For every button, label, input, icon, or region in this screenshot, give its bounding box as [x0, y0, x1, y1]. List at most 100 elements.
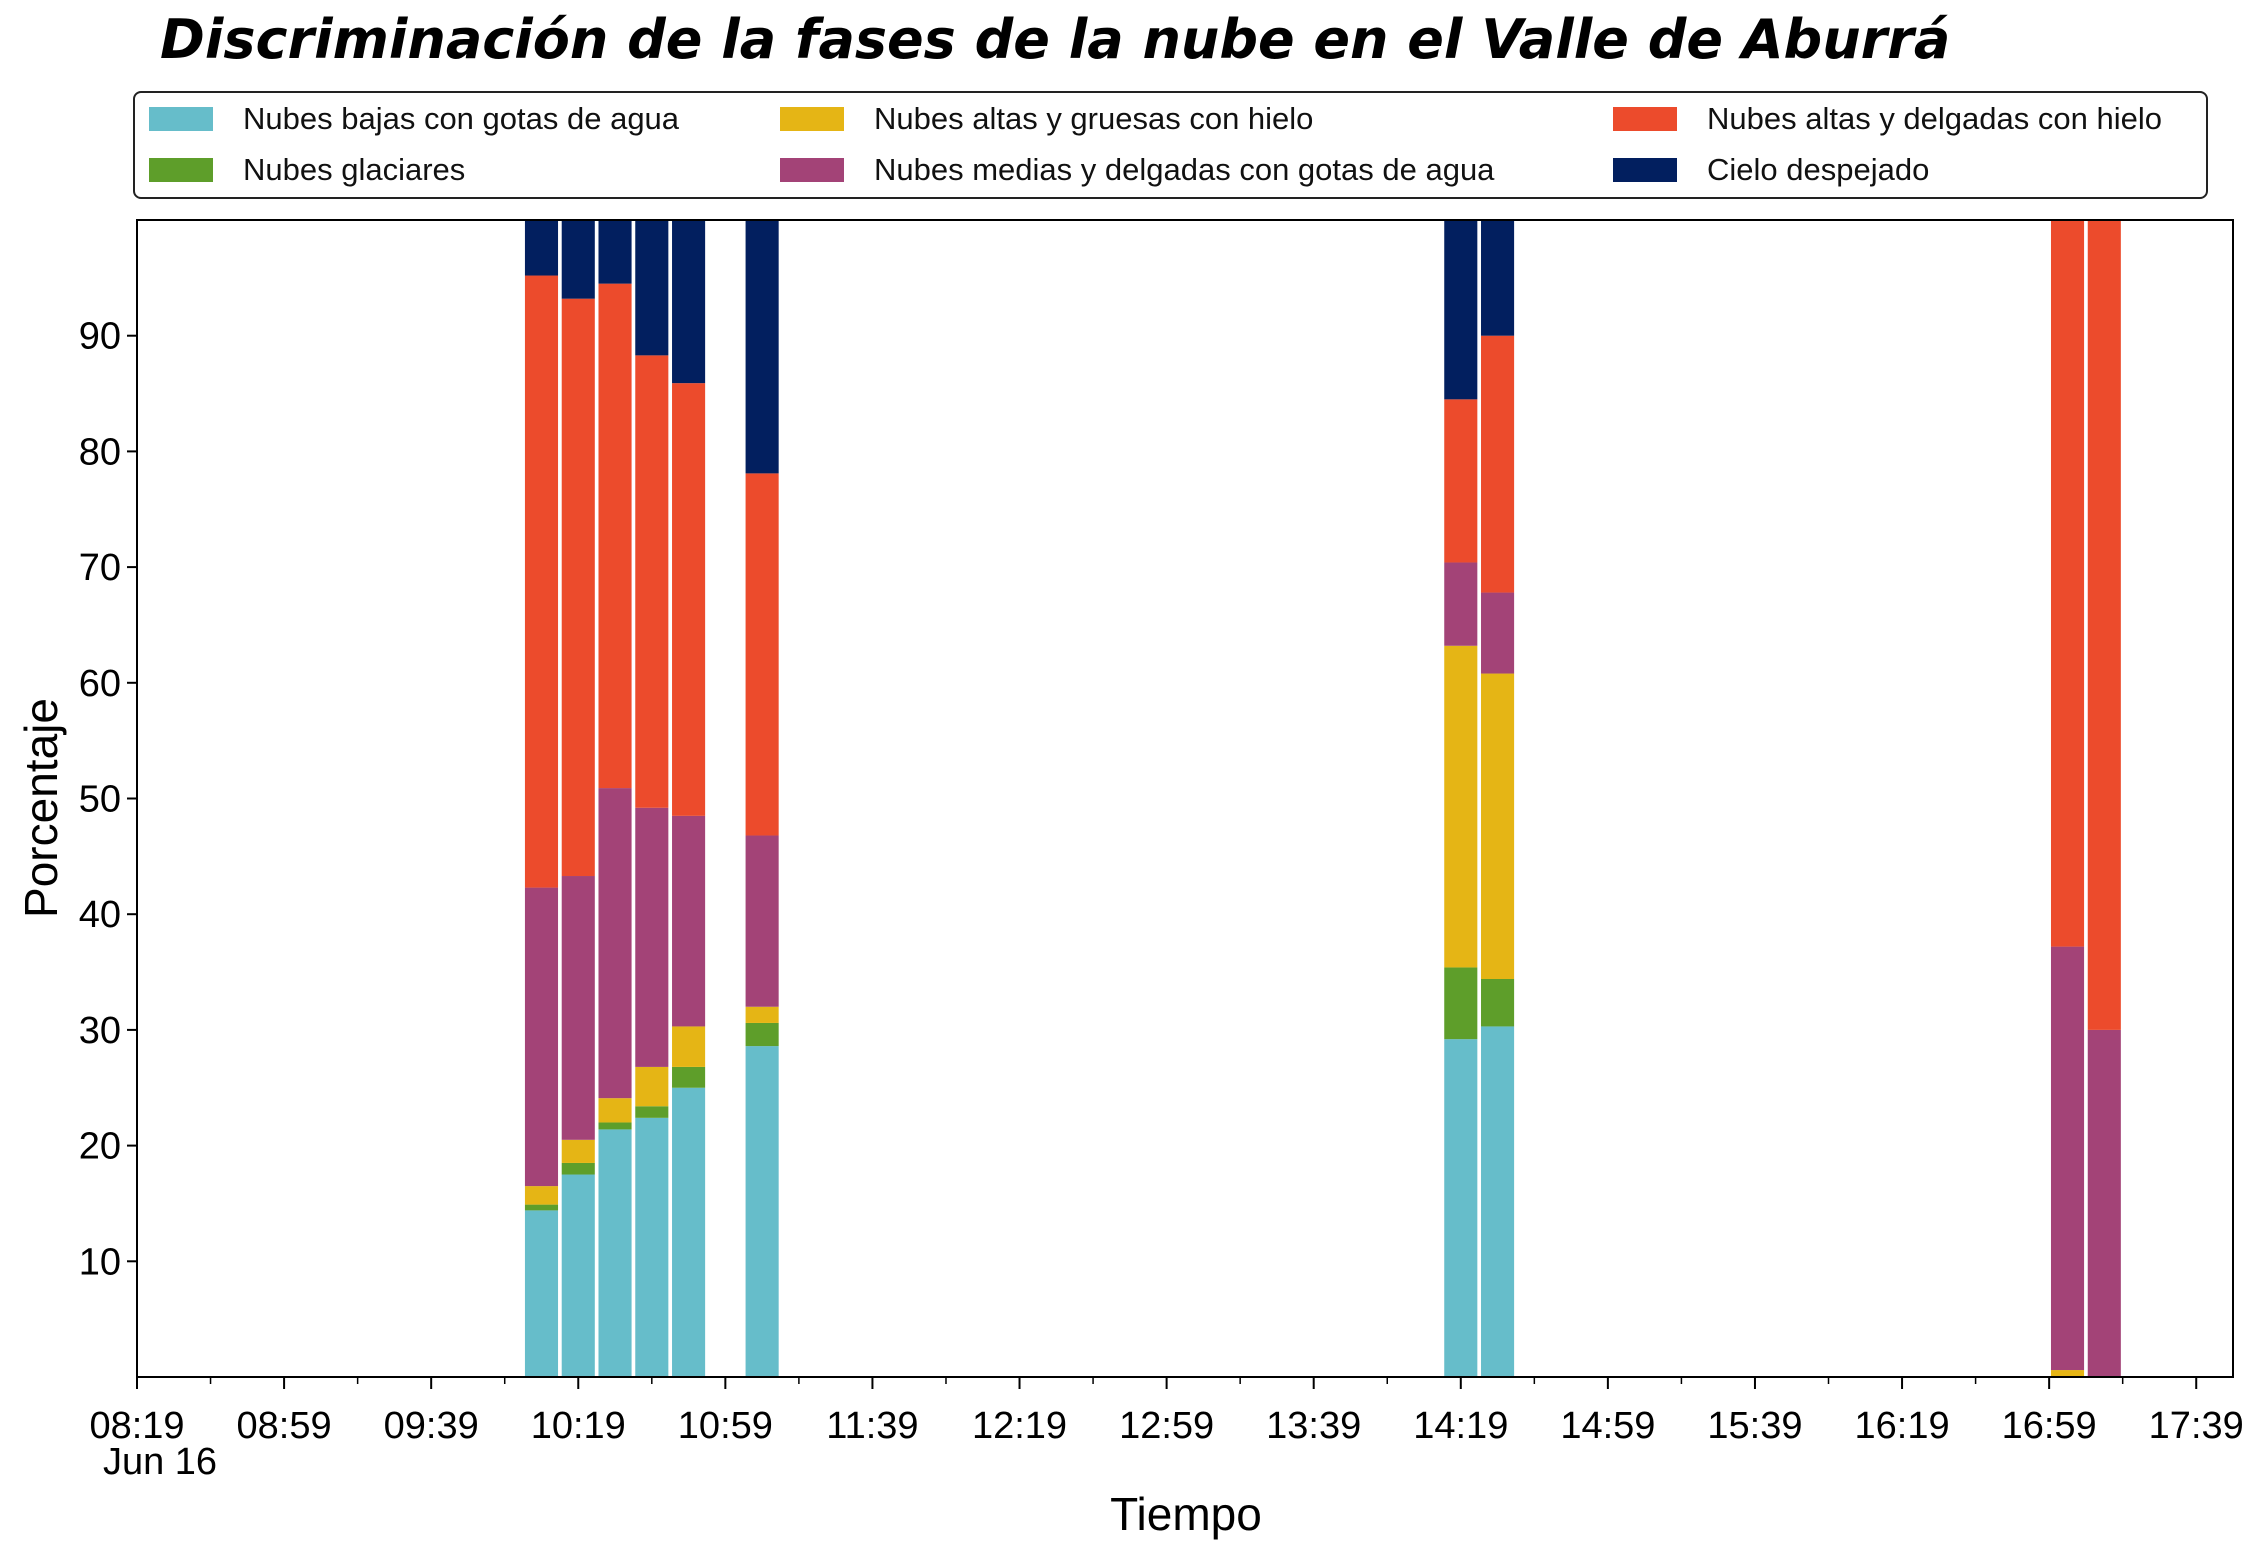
- legend-swatch: [1613, 158, 1677, 182]
- legend-label: Nubes glaciares: [243, 152, 466, 187]
- chart-title: Discriminación de la fases de la nube en…: [160, 8, 1951, 71]
- bar-segment: [598, 1129, 632, 1377]
- x-tick-label: 13:39: [1266, 1405, 1361, 1447]
- bar-segment: [1444, 645, 1478, 968]
- bar-segment: [2050, 1370, 2085, 1377]
- bar-segment: [524, 1186, 559, 1205]
- bar-segment: [672, 383, 706, 816]
- bar-segment: [672, 1026, 706, 1067]
- legend-swatch: [1613, 107, 1677, 131]
- bar-segment: [598, 283, 632, 789]
- legend-swatch: [780, 107, 844, 131]
- bar-segment: [1481, 592, 1515, 674]
- y-tick-label: 50: [79, 779, 121, 821]
- legend-label: Nubes bajas con gotas de agua: [243, 101, 680, 136]
- bar-segment: [1444, 1039, 1478, 1377]
- y-tick-label: 40: [79, 894, 121, 936]
- legend-label: Nubes medias y delgadas con gotas de agu…: [874, 152, 1495, 187]
- bar-segment: [1444, 562, 1478, 646]
- legend-item: Nubes glaciares: [149, 150, 465, 190]
- bar-segment: [1444, 220, 1478, 400]
- x-tick-label: 12:59: [1119, 1405, 1214, 1447]
- legend-swatch: [149, 107, 213, 131]
- bar-segment: [598, 220, 632, 284]
- bar-segment: [2050, 946, 2085, 1371]
- legend: Nubes bajas con gotas de agua Nubes glac…: [133, 91, 2208, 199]
- bar-segment: [1481, 1026, 1515, 1377]
- bar-segment: [561, 220, 595, 299]
- bar-segment: [1481, 335, 1515, 593]
- bar-segment: [598, 788, 632, 1099]
- x-tick-label: 11:39: [826, 1405, 918, 1447]
- bar-segment: [745, 1046, 779, 1377]
- y-tick-label: 70: [79, 547, 121, 589]
- legend-label: Nubes altas y delgadas con hielo: [1707, 101, 2162, 136]
- bar-segment: [561, 298, 595, 877]
- legend-label: Nubes altas y gruesas con hielo: [874, 101, 1314, 136]
- x-tick-label: 10:59: [678, 1405, 773, 1447]
- y-tick-label: 80: [79, 431, 121, 473]
- bar-segment: [561, 876, 595, 1140]
- bar-segment: [745, 220, 779, 474]
- bar-segment: [1444, 967, 1478, 1040]
- bar-segment: [745, 1006, 779, 1023]
- x-tick-label: 16:19: [1855, 1405, 1950, 1447]
- bar-segment: [635, 1106, 669, 1118]
- bar-segment: [672, 220, 706, 384]
- bar-segment: [1481, 673, 1515, 979]
- x-tick-label: 08:59: [237, 1405, 332, 1447]
- y-tick-label: 20: [79, 1126, 121, 1168]
- x-tick-label: 14:59: [1560, 1405, 1655, 1447]
- bar-segment: [524, 1204, 559, 1211]
- bar-segment: [635, 355, 669, 808]
- x-tick-label: 16:59: [2002, 1405, 2097, 1447]
- x-tick-label: 09:39: [384, 1405, 479, 1447]
- bar-segment: [745, 1022, 779, 1047]
- bar-segment: [745, 835, 779, 1007]
- bar-segment: [635, 220, 669, 356]
- bar-segment: [2087, 1029, 2121, 1377]
- bar-segment: [524, 1210, 559, 1377]
- bar-segment: [561, 1162, 595, 1175]
- legend-item: Nubes altas y delgadas con hielo: [1613, 99, 2162, 139]
- bar-segment: [524, 887, 559, 1187]
- bar-segment: [524, 275, 559, 888]
- legend-item: Nubes medias y delgadas con gotas de agu…: [780, 150, 1494, 190]
- legend-swatch: [780, 158, 844, 182]
- bar-segment: [561, 1174, 595, 1377]
- legend-label: Cielo despejado: [1707, 152, 1930, 187]
- axes-layer: 10 20 30 40 50 60 70 80 90 08:19 08:59 09:39 10:19 10…: [79, 219, 2244, 1447]
- y-axis-label: Porcentaje: [15, 698, 67, 918]
- bar-segment: [598, 1122, 632, 1130]
- bar-segment: [561, 1139, 595, 1163]
- legend-item: Cielo despejado: [1613, 150, 1929, 190]
- legend-item: Nubes altas y gruesas con hielo: [780, 99, 1313, 139]
- bar-segment: [635, 1066, 669, 1107]
- x-tick-label: 17:39: [2149, 1405, 2244, 1447]
- bar-segment: [745, 473, 779, 836]
- x-tick-label: 10:19: [531, 1405, 626, 1447]
- legend-item: Nubes bajas con gotas de agua: [149, 99, 679, 139]
- plot-frame: [136, 219, 2234, 1378]
- bar-segment: [672, 815, 706, 1027]
- y-tick-label: 90: [79, 316, 121, 358]
- bar-segment: [524, 220, 559, 276]
- x-axis-label: Tiempo: [1110, 1488, 1262, 1540]
- x-date-label: Jun 16: [103, 1441, 217, 1483]
- bar-segment: [1481, 220, 1515, 336]
- y-tick-label: 60: [79, 663, 121, 705]
- x-tick-label: 15:39: [1707, 1405, 1802, 1447]
- legend-swatch: [149, 158, 213, 182]
- bar-segment: [635, 807, 669, 1067]
- bar-segment: [635, 1117, 669, 1377]
- x-tick-label: 12:19: [972, 1405, 1067, 1447]
- bar-segment: [598, 1098, 632, 1123]
- y-tick-label: 10: [79, 1241, 121, 1283]
- bar-segment: [1481, 978, 1515, 1027]
- bar-segment: [2087, 220, 2121, 1030]
- bar-segment: [1444, 399, 1478, 563]
- bar-segment: [2050, 220, 2085, 947]
- x-tick-label: 08:19: [89, 1405, 184, 1447]
- x-tick-label: 14:19: [1413, 1405, 1508, 1447]
